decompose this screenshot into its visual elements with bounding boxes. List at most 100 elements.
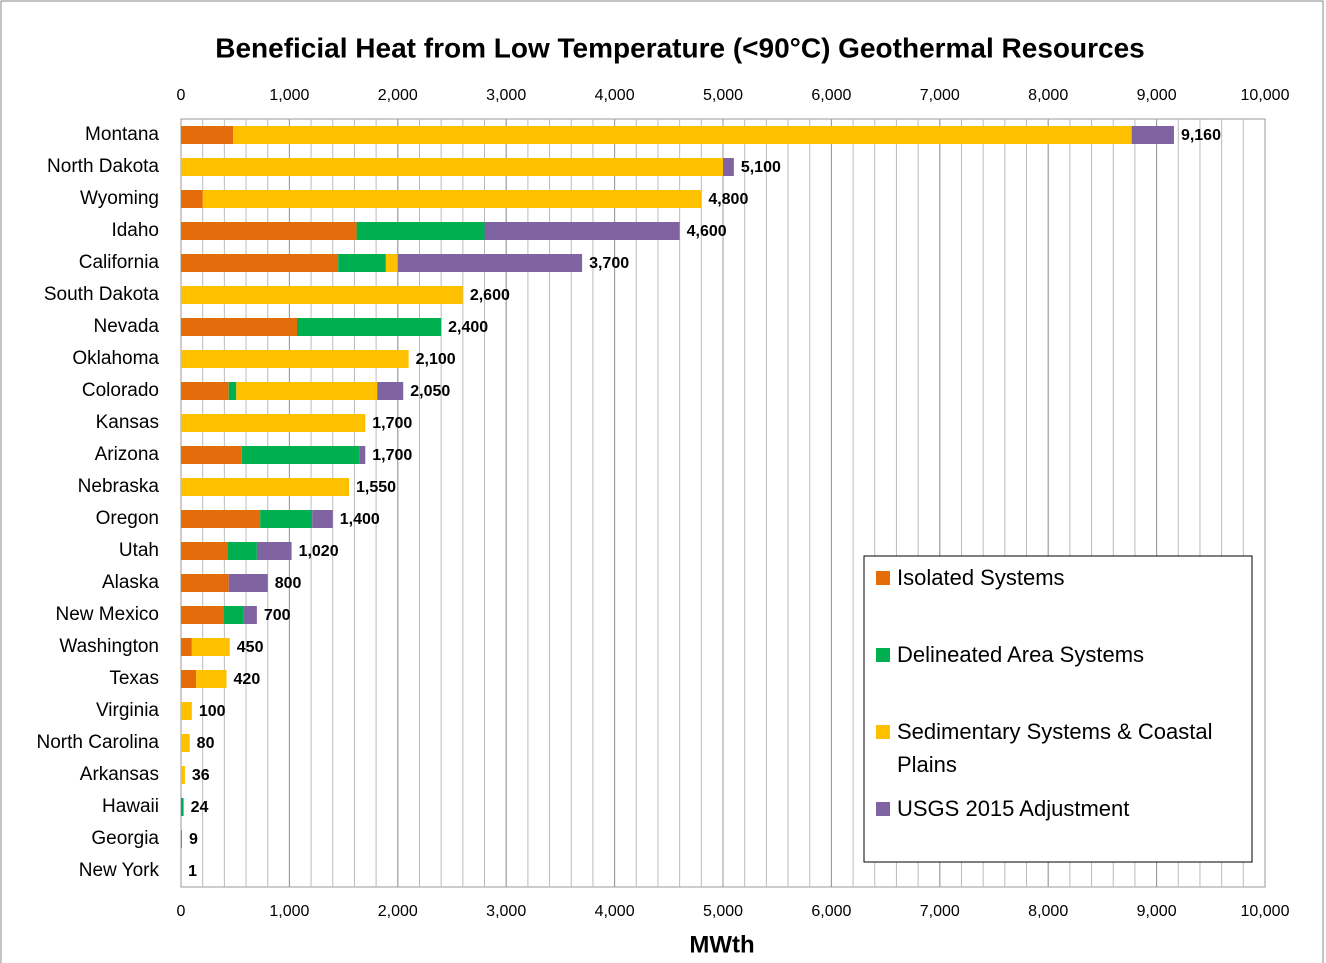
x-tick-label: 4,000 bbox=[595, 903, 635, 920]
bar-segment bbox=[181, 574, 229, 592]
y-tick-label: New Mexico bbox=[56, 604, 159, 625]
bar-segment bbox=[356, 222, 485, 240]
bar-segment bbox=[223, 606, 244, 624]
x-tick-label-top: 1,000 bbox=[269, 87, 309, 104]
y-tick-label: Virginia bbox=[96, 700, 159, 721]
bar-segment bbox=[723, 158, 734, 176]
bar-segment bbox=[359, 446, 366, 464]
bar-segment bbox=[181, 318, 297, 336]
x-tick-label-top: 4,000 bbox=[595, 87, 635, 104]
y-tick-label: Utah bbox=[119, 540, 159, 561]
bar-segment bbox=[227, 542, 257, 560]
y-tick-label: Alaska bbox=[102, 572, 159, 593]
bar-segment bbox=[228, 382, 237, 400]
bar-segment bbox=[338, 254, 386, 272]
x-tick-label: 6,000 bbox=[811, 903, 851, 920]
x-tick-label: 1,000 bbox=[269, 903, 309, 920]
y-tick-label: Kansas bbox=[96, 412, 159, 433]
x-tick-label-top: 7,000 bbox=[920, 87, 960, 104]
bar-segment bbox=[181, 382, 229, 400]
y-tick-label: Colorado bbox=[82, 380, 159, 401]
bar-segment bbox=[1131, 126, 1174, 144]
chart-title: Beneficial Heat from Low Temperature (<9… bbox=[215, 32, 1145, 63]
data-label: 1,700 bbox=[372, 415, 412, 432]
bar-segment bbox=[196, 670, 227, 688]
x-tick-label-top: 9,000 bbox=[1137, 87, 1177, 104]
y-tick-label: Wyoming bbox=[80, 188, 159, 209]
data-label: 2,600 bbox=[470, 287, 510, 304]
x-tick-label: 3,000 bbox=[486, 903, 526, 920]
x-tick-label-top: 10,000 bbox=[1241, 87, 1290, 104]
bar-segment bbox=[181, 606, 224, 624]
legend-swatch bbox=[876, 725, 890, 739]
legend-item: Isolated Systems bbox=[897, 565, 1065, 590]
x-tick-label-top: 6,000 bbox=[811, 87, 851, 104]
data-label: 450 bbox=[237, 639, 264, 656]
x-tick-label: 2,000 bbox=[378, 903, 418, 920]
bar-segment bbox=[181, 734, 190, 752]
data-label: 2,400 bbox=[448, 319, 488, 336]
legend-swatch bbox=[876, 802, 890, 816]
bar-segment bbox=[228, 574, 268, 592]
y-tick-label: North Dakota bbox=[47, 156, 159, 177]
bar-segment bbox=[181, 478, 350, 496]
bar-segment bbox=[181, 158, 723, 176]
bar-segment bbox=[181, 190, 203, 208]
bar-segment bbox=[296, 318, 442, 336]
data-label: 5,100 bbox=[741, 159, 781, 176]
legend-swatch bbox=[876, 648, 890, 662]
bar-segment bbox=[385, 254, 398, 272]
bar-segment bbox=[260, 510, 313, 528]
data-label: 4,800 bbox=[708, 191, 748, 208]
y-tick-label: Nevada bbox=[94, 316, 160, 337]
bar-segment bbox=[243, 606, 257, 624]
data-label: 800 bbox=[275, 575, 302, 592]
y-tick-label: Texas bbox=[109, 668, 159, 689]
bar-segment bbox=[397, 254, 583, 272]
bar-segment bbox=[181, 830, 182, 848]
bar-segment bbox=[181, 766, 185, 784]
legend-item: Sedimentary Systems & Coastal Plains bbox=[897, 719, 1212, 777]
legend-swatch bbox=[876, 571, 890, 585]
bar-segment bbox=[181, 414, 366, 432]
data-label: 4,600 bbox=[687, 223, 727, 240]
bar-segment bbox=[181, 798, 184, 816]
data-label: 1 bbox=[188, 863, 197, 880]
bar-segment bbox=[377, 382, 404, 400]
y-tick-label: Hawaii bbox=[102, 796, 159, 817]
legend-label: Delineated Area Systems bbox=[897, 642, 1145, 667]
legend-item: USGS 2015 Adjustment bbox=[897, 796, 1129, 821]
legend-item: Delineated Area Systems bbox=[897, 642, 1145, 667]
x-tick-label: 5,000 bbox=[703, 903, 743, 920]
x-tick-label-top: 0 bbox=[177, 87, 186, 104]
data-label: 420 bbox=[234, 671, 261, 688]
data-label: 2,050 bbox=[410, 383, 450, 400]
y-tick-label: Nebraska bbox=[78, 476, 160, 497]
x-tick-label-top: 2,000 bbox=[378, 87, 418, 104]
y-tick-label: Idaho bbox=[111, 220, 159, 241]
data-label: 3,700 bbox=[589, 255, 629, 272]
bar-segment bbox=[233, 126, 1132, 144]
bar-segment bbox=[181, 638, 192, 656]
bar-segment bbox=[191, 638, 230, 656]
x-axis-title: MWth bbox=[689, 931, 754, 958]
bar-segment bbox=[181, 222, 357, 240]
x-tick-label: 0 bbox=[177, 903, 186, 920]
y-tick-label: California bbox=[79, 252, 160, 273]
data-label: 100 bbox=[199, 703, 226, 720]
y-tick-label: Oklahoma bbox=[72, 348, 159, 369]
y-tick-label: Montana bbox=[85, 124, 159, 145]
data-label: 1,400 bbox=[340, 511, 380, 528]
data-label: 9,160 bbox=[1181, 127, 1221, 144]
legend-box bbox=[863, 555, 1253, 863]
data-label: 24 bbox=[191, 799, 209, 816]
y-tick-label: Arkansas bbox=[80, 764, 159, 785]
y-tick-label: Arizona bbox=[95, 444, 160, 465]
x-tick-label: 9,000 bbox=[1137, 903, 1177, 920]
bar-segment bbox=[181, 510, 261, 528]
bar-segment bbox=[236, 382, 378, 400]
data-label: 36 bbox=[192, 767, 210, 784]
data-label: 700 bbox=[264, 607, 291, 624]
data-label: 1,020 bbox=[299, 543, 339, 560]
